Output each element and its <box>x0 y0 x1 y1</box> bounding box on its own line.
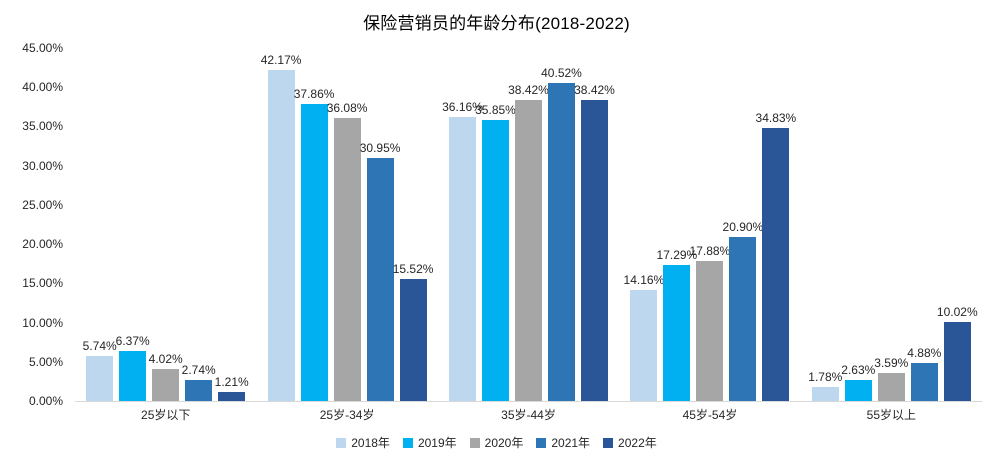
bar-group-4: 14.16% 17.29% 17.88% 20.90% 34.83% <box>619 48 800 401</box>
bar-2020-group-5: 3.59% <box>874 356 908 401</box>
data-label: 36.08% <box>326 100 368 115</box>
legend-item-2019: 2019年 <box>402 434 457 451</box>
data-label: 14.16% <box>623 272 665 287</box>
bar-2020-group-3: 38.42% <box>508 83 549 401</box>
bar-2022-group-1: 1.21% <box>215 375 249 401</box>
bar-2022-group-5: 10.02% <box>937 305 978 401</box>
y-axis-tick-label: 35.00% <box>22 119 63 134</box>
legend-item-2020: 2020年 <box>469 434 524 451</box>
bar-2019-group-2: 37.86% <box>294 87 334 401</box>
data-label: 42.17% <box>260 53 302 68</box>
legend-swatch-icon <box>536 437 547 448</box>
y-axis-tick-label: 45.00% <box>22 41 63 55</box>
bar-2019-group-3: 35.85% <box>475 103 516 401</box>
bar-2021-group-3: 40.52% <box>541 66 582 401</box>
bar-2018-group-1: 5.74% <box>83 339 117 401</box>
legend-label: 2018年 <box>351 436 390 450</box>
x-axis-line <box>75 401 982 402</box>
bar-2018-group-2: 42.17% <box>261 53 301 401</box>
legend: 2018年 2019年 2020年 2021年 2022年 <box>0 434 993 451</box>
bar-group-3: 36.16% 35.85% 38.42% 40.52% 38.42% <box>438 48 619 401</box>
legend-swatch-icon <box>402 437 413 448</box>
data-label: 38.42% <box>574 82 615 97</box>
data-label: 36.16% <box>442 100 483 115</box>
bar-2021-group-2: 30.95% <box>360 141 400 401</box>
x-axis-category-label: 35岁-44岁 <box>501 408 556 422</box>
data-label: 38.42% <box>508 82 549 97</box>
legend-label: 2022年 <box>618 436 657 450</box>
data-label: 3.59% <box>874 355 909 370</box>
y-axis-tick-label: 10.00% <box>22 315 63 330</box>
data-label: 4.88% <box>907 345 942 360</box>
data-label: 6.37% <box>115 334 150 349</box>
legend-swatch-icon <box>603 437 614 448</box>
x-axis-category-label: 55岁以上 <box>866 408 916 422</box>
chart-title: 保险营销员的年龄分布(2018-2022) <box>363 14 630 33</box>
bar-2019-group-5: 2.63% <box>841 363 875 401</box>
bar-2021-group-5: 4.88% <box>907 346 941 401</box>
x-axis-category-label: 25岁-34岁 <box>319 408 375 422</box>
bar-group-2: 42.17% 37.86% 36.08% 30.95% 15.52% <box>256 48 437 401</box>
data-label: 2.63% <box>841 363 876 378</box>
y-axis-tick-label: 40.00% <box>22 80 63 95</box>
y-axis-tick-label: 30.00% <box>22 158 63 173</box>
data-label: 17.29% <box>656 248 698 263</box>
bar-2020-group-1: 4.02% <box>149 352 183 401</box>
data-label: 1.78% <box>808 370 843 385</box>
data-label: 30.95% <box>359 141 401 156</box>
bar-2018-group-5: 1.78% <box>808 370 842 401</box>
legend-swatch-icon <box>469 437 480 448</box>
bar-2020-group-2: 36.08% <box>327 101 367 401</box>
data-label: 35.85% <box>475 102 516 117</box>
bar-2019-group-4: 17.29% <box>657 248 697 401</box>
data-label: 4.02% <box>148 352 183 367</box>
bar-2018-group-3: 36.16% <box>442 100 483 401</box>
data-label: 15.52% <box>392 262 434 277</box>
plot-area: 5.74% 6.37% 4.02% 2.74% 1.21% 42.17% 37.86% 36.… <box>75 48 982 401</box>
bar-2021-group-1: 2.74% <box>182 363 216 401</box>
legend-swatch-icon <box>336 437 347 448</box>
bar-2019-group-1: 6.37% <box>116 334 150 401</box>
data-label: 1.21% <box>214 374 249 389</box>
legend-item-2021: 2021年 <box>536 434 590 451</box>
bar-2022-group-4: 34.83% <box>756 111 796 401</box>
legend-label: 2020年 <box>484 436 524 450</box>
legend-item-2022: 2022年 <box>603 434 657 451</box>
x-axis-labels: 25岁以下 25岁-34岁 35岁-44岁 45岁-54岁 55岁以上 <box>75 406 982 423</box>
legend-label: 2019年 <box>417 436 457 450</box>
y-axis-tick-label: 20.00% <box>22 237 63 252</box>
data-label: 34.83% <box>755 110 797 125</box>
data-label: 40.52% <box>541 66 582 81</box>
x-axis-category-label: 25岁以下 <box>141 408 191 422</box>
x-axis-category-label: 45岁-54岁 <box>682 408 738 422</box>
bar-2018-group-4: 14.16% <box>624 273 664 401</box>
y-axis-tick-label: 0.00% <box>28 394 63 408</box>
bar-group-5: 1.78% 2.63% 3.59% 4.88% 10.02% <box>801 48 982 401</box>
data-label: 10.02% <box>936 305 978 320</box>
legend-item-2018: 2018年 <box>336 434 390 451</box>
legend-label: 2021年 <box>551 436 591 450</box>
data-label: 2.74% <box>181 362 216 377</box>
bar-2022-group-3: 38.42% <box>574 83 615 401</box>
data-label: 37.86% <box>293 87 335 102</box>
data-label: 5.74% <box>82 338 117 353</box>
bar-2020-group-4: 17.88% <box>690 244 730 401</box>
data-label: 17.88% <box>689 243 731 258</box>
y-axis-tick-label: 15.00% <box>22 276 63 291</box>
bar-2021-group-4: 20.90% <box>723 220 763 401</box>
bar-2022-group-2: 15.52% <box>393 262 433 401</box>
data-label: 20.90% <box>722 220 764 235</box>
bar-group-1: 5.74% 6.37% 4.02% 2.74% 1.21% <box>75 48 256 401</box>
y-axis-tick-label: 25.00% <box>22 197 63 212</box>
y-axis-tick-label: 5.00% <box>28 354 63 369</box>
